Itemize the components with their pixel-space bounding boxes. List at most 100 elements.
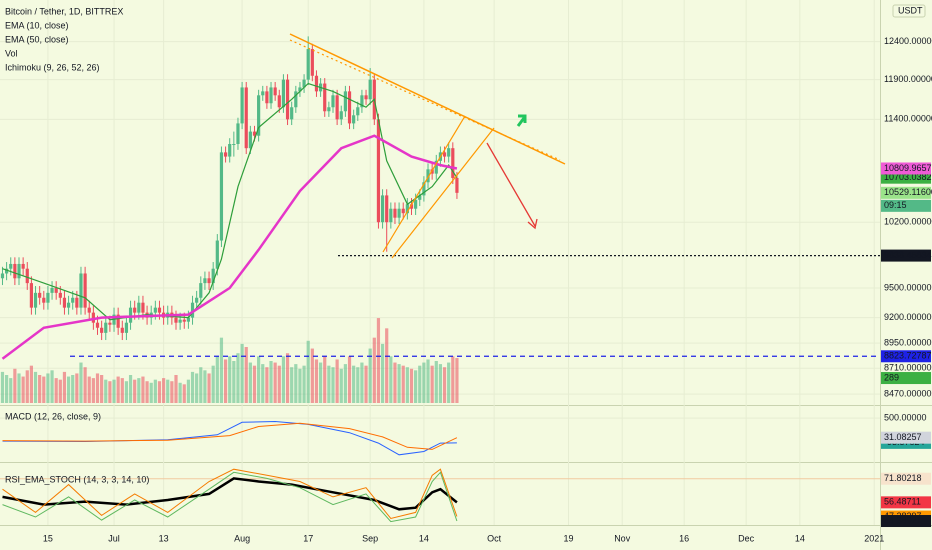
y-tick-label: 9200.00000 [884, 312, 932, 322]
volume-bar [244, 347, 248, 403]
volume-bar [145, 381, 149, 403]
price-tag-bg [881, 249, 931, 262]
candle-body [182, 319, 186, 322]
candle-body [376, 119, 381, 223]
price-tag-bg [881, 496, 931, 509]
volume-bar [157, 381, 162, 403]
candle-body [5, 268, 9, 274]
volume-bar [323, 356, 327, 403]
volume-bar [389, 356, 393, 403]
volume-bar [186, 379, 190, 403]
candle-body [294, 91, 298, 108]
volume-bar [405, 367, 409, 403]
candle-body [261, 91, 265, 96]
volume-bar [455, 358, 459, 403]
candle-body [343, 91, 347, 112]
volume-bar [104, 379, 108, 403]
volume-bar [207, 373, 211, 403]
price-axis: 15 Jul 13 Aug 17 Sep 14 Oct 19 Nov 16 Dec 14 2021 1240… [43, 4, 932, 543]
volume-bar [17, 373, 21, 403]
candle-body [195, 297, 199, 303]
volume-bar [356, 367, 360, 403]
candle-body [368, 79, 372, 100]
volume-bar [38, 375, 42, 403]
volume-bar [112, 379, 116, 403]
y-tick-label: 12400.00000 [884, 36, 932, 46]
volume-bar [364, 365, 368, 403]
volume-bar [25, 370, 29, 403]
candle-body [380, 195, 385, 223]
candle-body [223, 152, 228, 157]
indicator-label: EMA (10, close) [5, 20, 69, 30]
volume-bar [120, 378, 124, 403]
candle-body [252, 131, 257, 136]
candle-body [157, 307, 162, 313]
volume-bar [335, 359, 339, 403]
candle-body [33, 292, 38, 308]
volume-bar [232, 361, 236, 403]
price-tag-bg [881, 515, 931, 528]
price-tag: 44.38921 [884, 515, 922, 525]
volume-bar [442, 367, 447, 403]
price-tag: 31.08257 [884, 432, 922, 442]
price-tag-bg [881, 431, 931, 444]
volume-bar [91, 378, 95, 403]
indicator-line [2, 471, 458, 523]
candle-body [116, 314, 120, 328]
volume-bar [166, 379, 170, 403]
x-tick-label: 2021 [864, 533, 884, 543]
candle-body [38, 292, 42, 298]
y-tick-label: 9500.00000 [884, 282, 932, 292]
volume-bar [170, 381, 174, 403]
candle-body [203, 278, 207, 284]
volume-bar [380, 343, 385, 403]
candle-body [215, 240, 219, 269]
volume-bar [252, 365, 257, 403]
currency-badge [892, 4, 926, 18]
volume-bar [149, 382, 153, 403]
volume-bar [273, 362, 277, 403]
candle-body [306, 49, 310, 80]
x-tick-label: Jul [108, 533, 120, 543]
volume-bar [95, 373, 100, 403]
price-tag: 10529.11600 [884, 187, 932, 197]
candle-body [95, 322, 100, 328]
volume-bar [314, 359, 319, 403]
volume-bar [438, 364, 443, 403]
candle-body [455, 177, 459, 193]
volume-bar [137, 378, 141, 403]
indicator-label: EMA (50, close) [5, 34, 69, 44]
indicator-line [2, 82, 458, 321]
candle-body [356, 107, 360, 116]
candle-body [108, 322, 112, 325]
candle-body [228, 144, 232, 157]
volume-bar [368, 348, 372, 403]
candle-body [9, 263, 13, 269]
price-tag: 09:15 [884, 200, 907, 210]
candle-body [190, 302, 195, 318]
volume-bar [306, 340, 310, 403]
candle-body [426, 169, 430, 183]
volume-bar [393, 362, 397, 403]
candle-body [75, 297, 79, 308]
volume-bar [0, 371, 5, 403]
x-tick-label: 13 [159, 533, 169, 543]
candle-body [409, 204, 414, 209]
volume-bar [162, 378, 166, 403]
candle-body [310, 49, 314, 76]
candle-body [347, 91, 352, 124]
volume-bar [42, 376, 46, 403]
volume-bar [203, 370, 207, 403]
candle-body [83, 273, 87, 308]
price-tag: 10703.03827 [884, 172, 932, 182]
price-tag-bg [881, 171, 931, 184]
volume-bar [116, 376, 120, 403]
candle-body [174, 317, 178, 323]
volume-bar [195, 373, 199, 403]
volume-bar [422, 362, 426, 403]
indicator-label: Vol [5, 48, 18, 58]
volume-bar [178, 382, 182, 403]
candle-body [133, 307, 137, 313]
volume-bar [327, 365, 331, 403]
